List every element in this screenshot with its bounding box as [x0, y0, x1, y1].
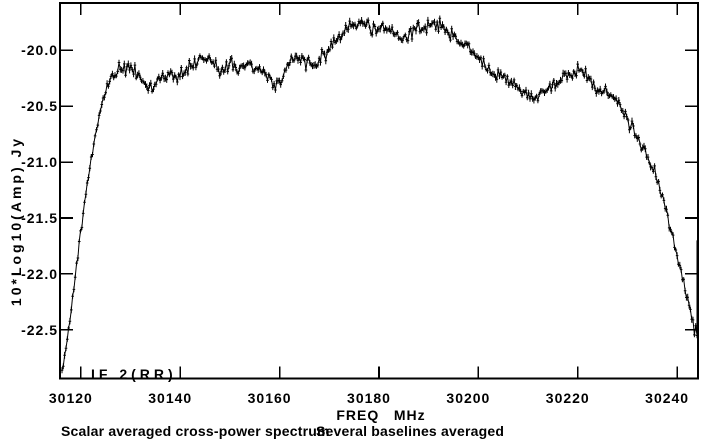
y-tick-label: -22.5	[21, 321, 58, 338]
spectrum-error-bars	[61, 15, 698, 374]
x-axis-title: FREQ MHz	[336, 407, 426, 423]
x-tick-label: 30200	[446, 390, 491, 406]
x-tick-label: 30240	[645, 390, 690, 406]
y-tick-label: -20.5	[21, 98, 58, 115]
if-polarization-label: IF 2(RR)	[91, 366, 177, 382]
x-tick-label: 30140	[148, 390, 193, 406]
x-tick-label: 30120	[48, 390, 93, 406]
plot-frame	[59, 2, 699, 380]
spectrum-line	[61, 18, 698, 371]
y-tick-label: -21.0	[21, 154, 58, 171]
y-tick-label: -20.0	[21, 42, 58, 59]
x-tick-label: 30180	[347, 390, 391, 406]
axis-ticks	[60, 3, 698, 379]
y-tick-label: -22.0	[21, 265, 58, 282]
x-tick-label: 30160	[247, 390, 292, 406]
caption-spectrum-type: Scalar averaged cross-power spectrum	[61, 423, 330, 439]
y-tick-label: -21.5	[21, 210, 58, 227]
spectrum-point-markers	[60, 17, 699, 371]
caption-baselines: Several baselines averaged	[316, 423, 505, 439]
x-tick-label: 30220	[545, 390, 590, 406]
